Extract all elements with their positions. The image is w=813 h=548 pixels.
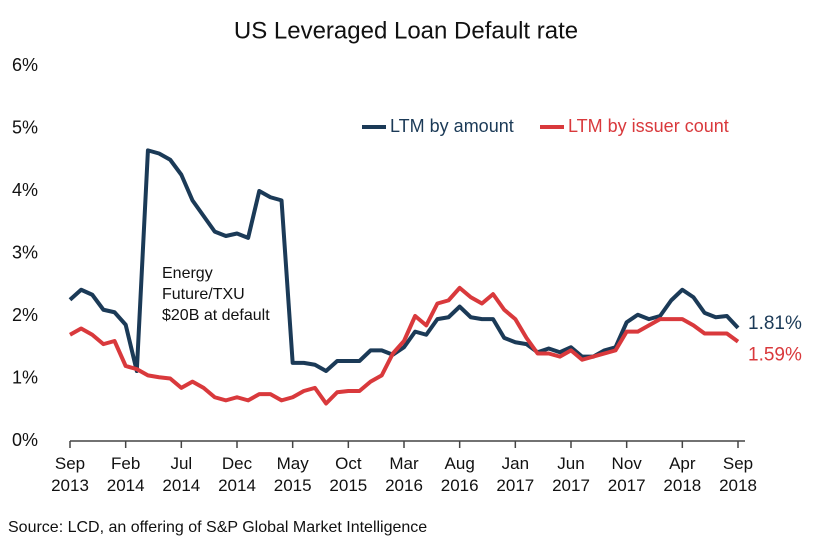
x-tick-label: May 2015	[274, 454, 312, 495]
y-tick-label: 5%	[12, 117, 38, 137]
x-tick-label: Nov 2017	[608, 454, 646, 495]
x-tick-label: Oct 2015	[329, 454, 367, 495]
y-tick-label: 6%	[12, 55, 38, 75]
x-tick-label: Mar 2016	[385, 454, 423, 495]
source-note: Source: LCD, an offering of S&P Global M…	[8, 519, 427, 536]
annotation: Energy	[162, 265, 213, 282]
x-tick-label: Sep 2018	[719, 454, 757, 495]
series-line	[69, 285, 740, 406]
x-tick-label: Dec 2014	[218, 454, 256, 495]
y-tick-label: 2%	[12, 305, 38, 325]
legend-label: LTM by amount	[390, 116, 514, 136]
x-tick-label: Jun 2017	[552, 454, 590, 495]
x-tick-label: Aug 2016	[441, 454, 479, 495]
y-tick-label: 0%	[12, 430, 38, 450]
x-tick-label: Apr 2018	[663, 454, 701, 495]
value-label: 1.59%	[748, 345, 802, 366]
annotation: Future/TXU	[162, 286, 245, 303]
x-tick-label: Sep 2013	[51, 454, 89, 495]
annotation: $20B at default	[162, 307, 270, 324]
y-tick-label: 1%	[12, 367, 38, 387]
y-tick-label: 4%	[12, 180, 38, 200]
value-label: 1.81%	[748, 313, 802, 334]
series-line	[68, 148, 740, 373]
y-tick-label: 3%	[12, 242, 38, 262]
x-tick-label: Jan 2017	[496, 454, 534, 495]
x-tick-label: Feb 2014	[107, 454, 145, 495]
chart-title: US Leveraged Loan Default rate	[234, 17, 578, 44]
legend-label: LTM by issuer count	[568, 116, 729, 136]
x-tick-label: Jul 2014	[162, 454, 200, 495]
